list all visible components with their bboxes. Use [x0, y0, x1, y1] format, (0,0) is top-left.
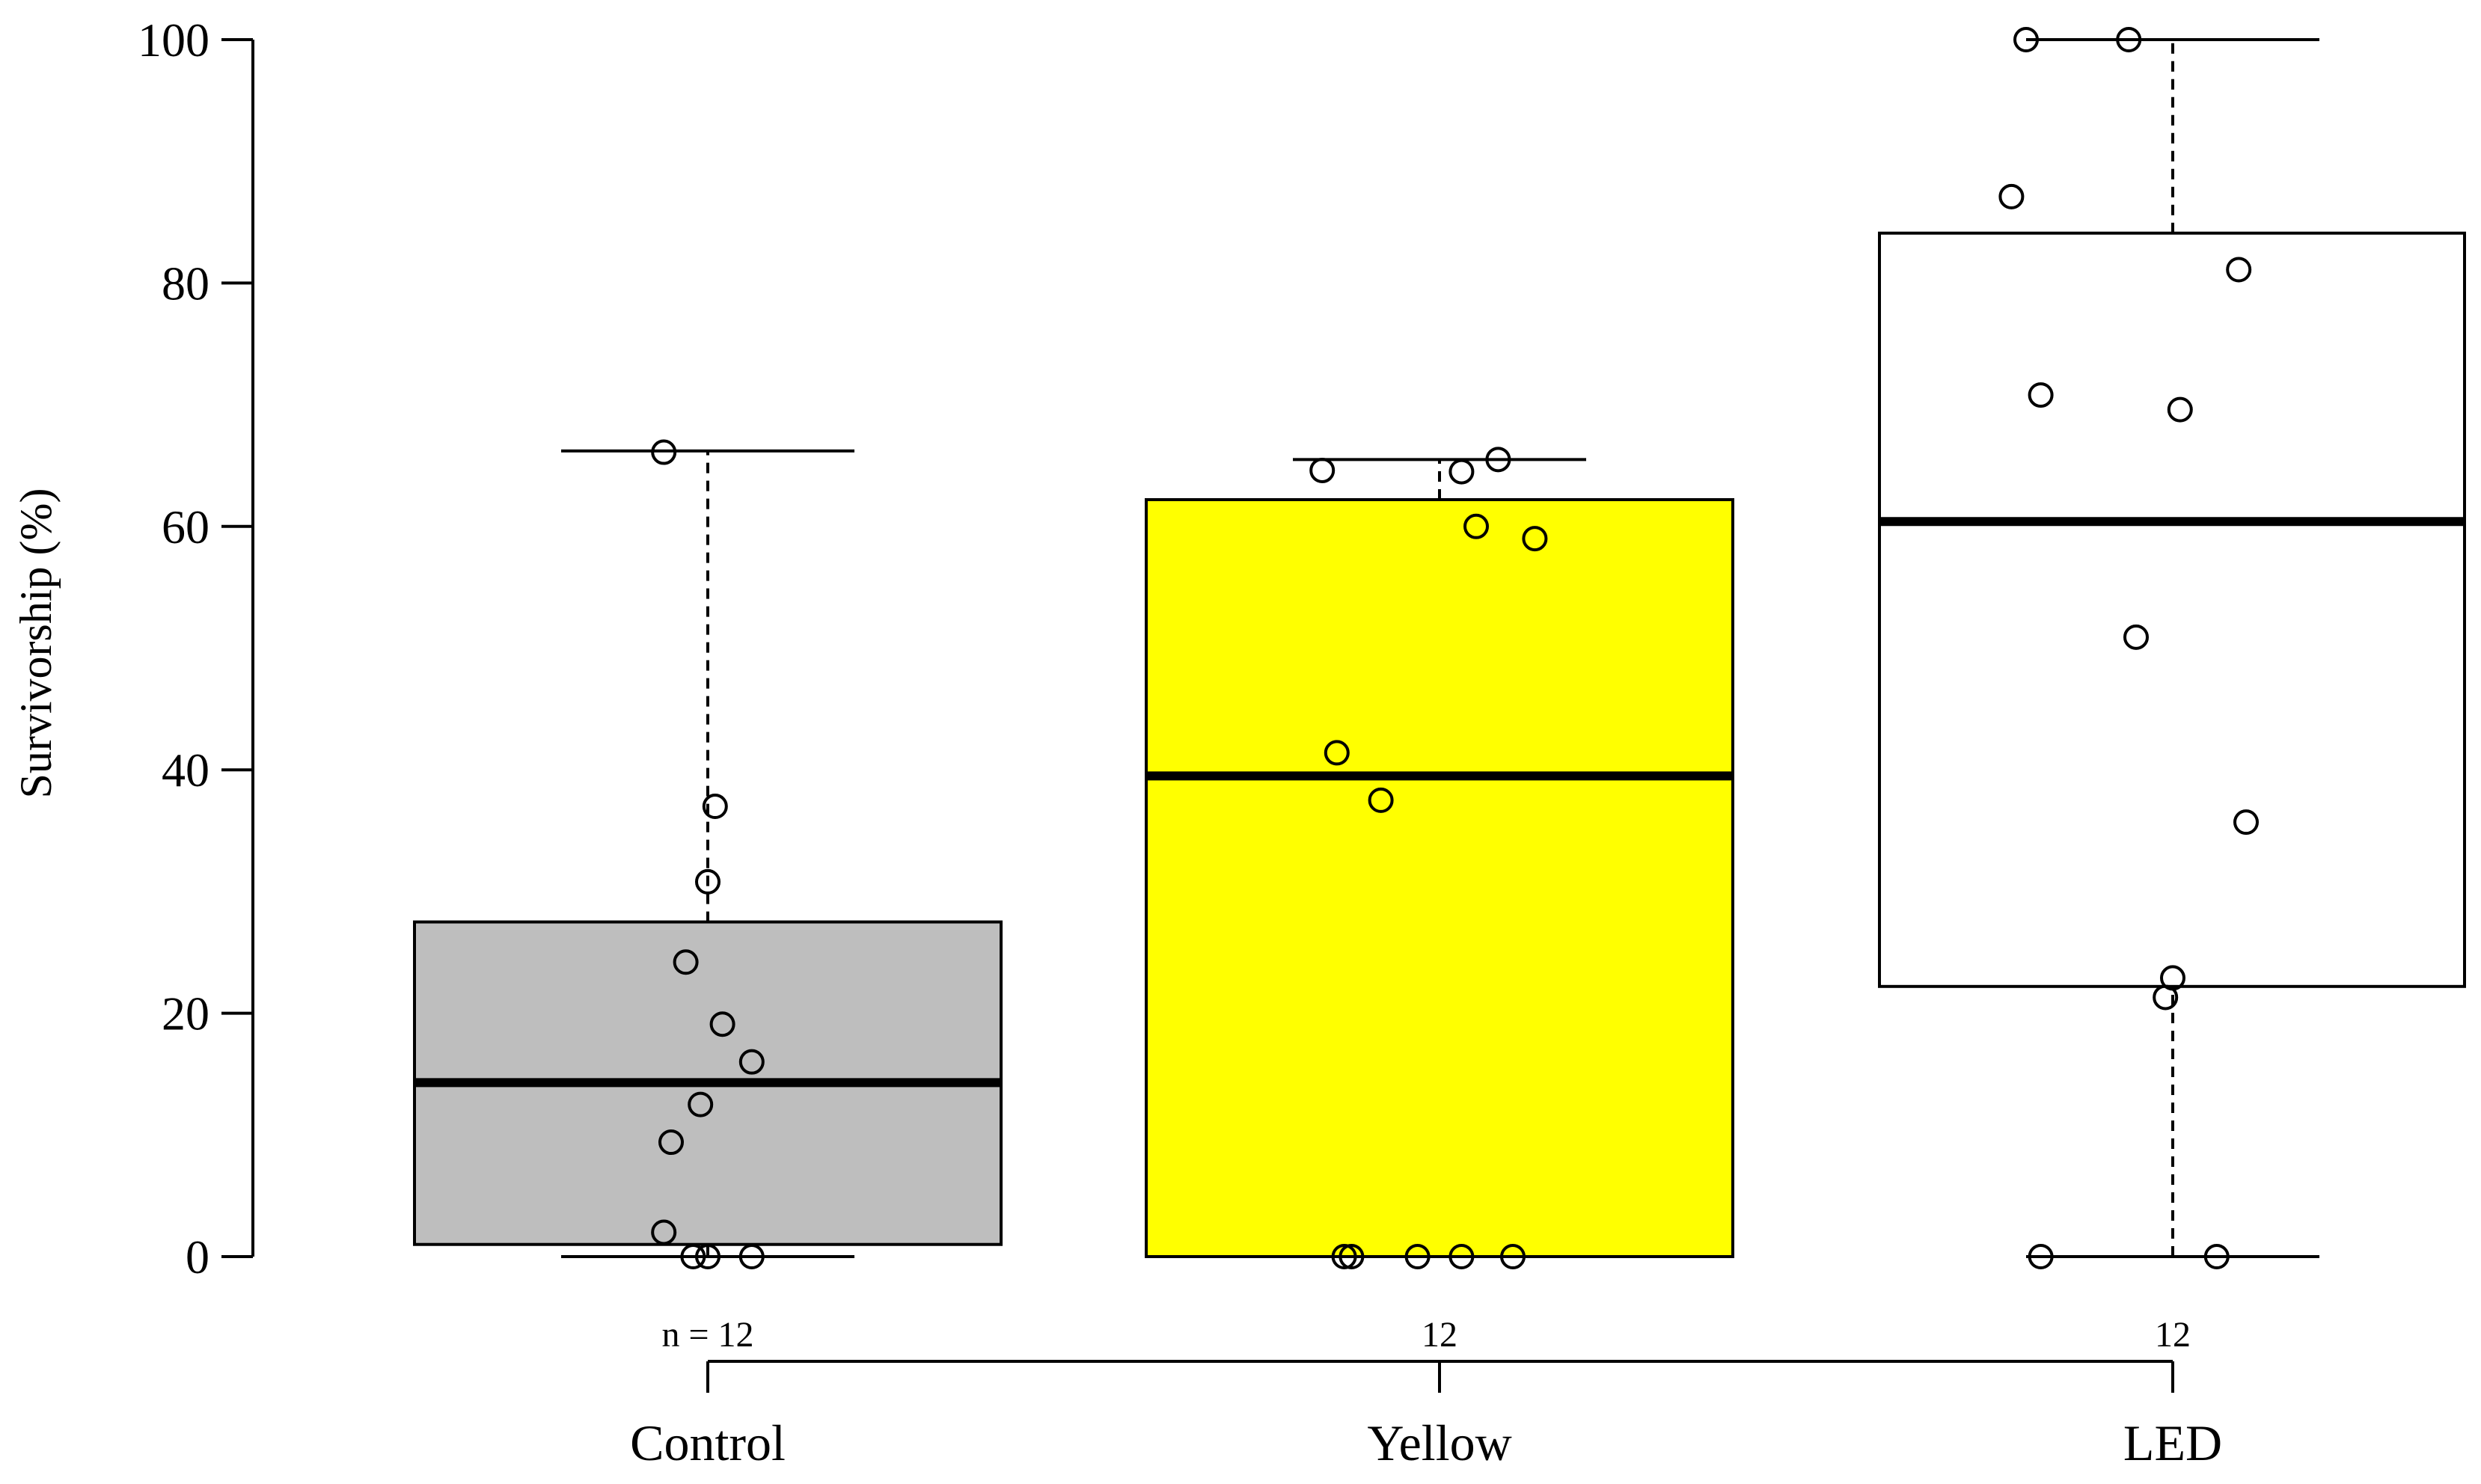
data-point	[738, 1049, 765, 1075]
sample-size-label: 12	[1422, 1315, 1457, 1355]
data-point	[2153, 984, 2179, 1011]
data-point	[673, 949, 699, 975]
y-tick-label: 60	[162, 500, 209, 554]
data-point	[2226, 257, 2252, 283]
y-axis-title: Survivorship (%)	[11, 488, 61, 799]
data-point	[738, 1244, 765, 1269]
box-group-led	[1878, 38, 2466, 1258]
data-point	[688, 1091, 714, 1117]
y-tick-label: 80	[162, 257, 209, 310]
y-tick-label: 100	[138, 13, 209, 67]
y-tick-label: 40	[162, 743, 209, 797]
data-point	[1485, 447, 1511, 473]
data-point	[1448, 459, 1475, 485]
box-led	[1878, 231, 2466, 988]
data-point	[2013, 27, 2039, 52]
y-tick-label: 0	[186, 1230, 209, 1284]
sample-size-label: 12	[2155, 1315, 2191, 1355]
category-label-control: Control	[630, 1414, 786, 1471]
box-group-yellow	[1145, 458, 1734, 1258]
data-point	[1339, 1244, 1365, 1269]
y-tick-label: 20	[162, 987, 209, 1040]
data-point	[2028, 382, 2054, 408]
box-group-control	[413, 449, 1003, 1258]
data-point	[1500, 1244, 1526, 1269]
data-point	[1522, 526, 1548, 552]
data-point	[1448, 1244, 1475, 1269]
data-point	[1331, 1244, 1357, 1269]
data-point	[1324, 740, 1350, 766]
x-axis: n = 12 Control 12 Yellow 12 LED	[630, 1315, 2222, 1471]
data-point	[2116, 27, 2142, 52]
data-point	[709, 1011, 735, 1037]
data-point	[2203, 1244, 2230, 1269]
data-point	[1404, 1244, 1431, 1269]
data-point	[1998, 183, 2025, 209]
category-label-led: LED	[2123, 1414, 2222, 1471]
data-point	[1463, 513, 1489, 539]
data-point	[695, 1244, 721, 1269]
data-point	[702, 794, 728, 820]
box-yellow	[1145, 498, 1734, 1258]
data-point	[2028, 1244, 2054, 1269]
y-axis: 0 20 40 60 80 100	[138, 13, 254, 1284]
data-point	[2123, 624, 2149, 650]
data-point	[658, 1129, 684, 1156]
data-point	[680, 1244, 706, 1269]
data-point	[651, 439, 677, 465]
data-point	[1309, 457, 1336, 483]
data-point	[695, 868, 721, 895]
category-label-yellow: Yellow	[1367, 1414, 1511, 1471]
sample-size-label: n = 12	[661, 1315, 753, 1355]
data-point	[2167, 396, 2193, 423]
data-point	[2233, 809, 2259, 835]
data-point	[1368, 787, 1394, 813]
box-groups	[413, 38, 2466, 1258]
data-points	[651, 27, 2259, 1269]
data-point	[651, 1219, 677, 1245]
